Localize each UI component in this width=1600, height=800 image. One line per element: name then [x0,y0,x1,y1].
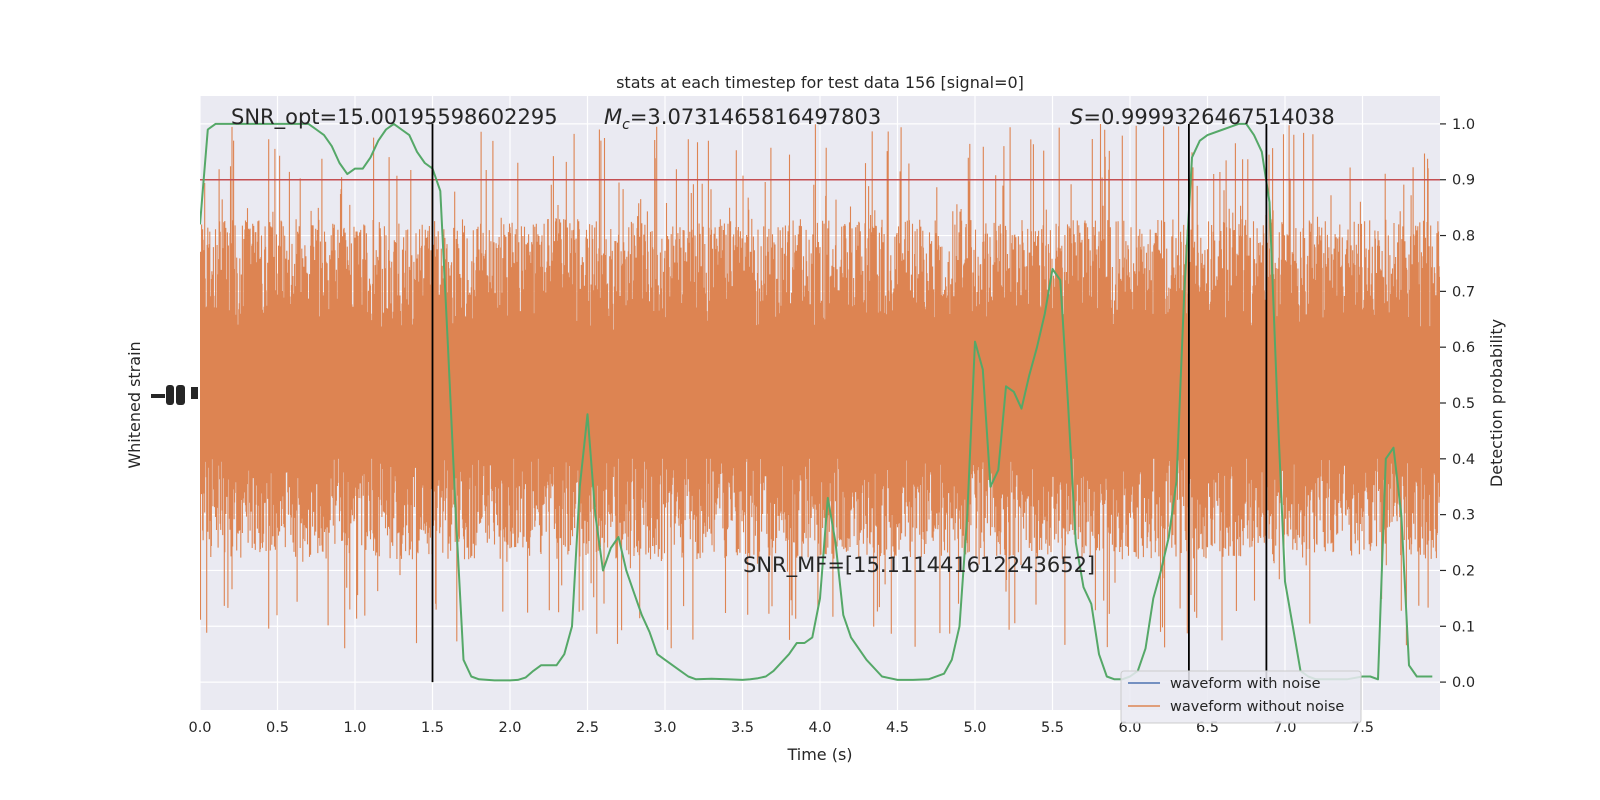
y-tick-label-0: 0.0 [1452,675,1475,691]
legend-label-without-noise: waveform without noise [1170,699,1344,715]
y-tick-label-8: 0.8 [1452,229,1475,245]
snr-mf-annotation: SNR_MF=[15.111441612243652] [743,553,1095,578]
y-axis-left-label: Whitened strain [125,341,144,468]
x-axis-ticks: 0.0 0.5 1.0 1.5 2.0 2.5 3.0 3.5 4.0 4.5 5.0 5.5 6.0 6… [188,720,1374,736]
probability-series [200,122,1433,682]
y-tick-label-10: 1.0 [1452,117,1475,133]
x-tick-label-5: 2.5 [576,720,599,736]
x-tick-label-0: 0.0 [188,720,211,736]
x-axis-label: Time (s) [786,745,852,764]
strain-trace [200,124,1440,649]
x-tick-label-13: 6.5 [1196,720,1219,736]
vertical-markers [431,123,1268,683]
x-tick-label-14: 7.0 [1273,720,1296,736]
chirp-mass-subscript: c [622,117,630,133]
y-axis-right-ticks: 0.0 0.1 0.2 0.3 0.4 0.5 0.6 0.7 0.8 0.9 1.0 [1440,117,1475,691]
chirp-mass-value: =3.0731465816497803 [630,105,881,129]
y-tick-label-4: 0.4 [1452,452,1475,468]
x-tick-label-3: 1.5 [421,720,444,736]
legend-label-with-noise: waveform with noise [1170,676,1321,692]
y-tick-label-9: 0.9 [1452,173,1475,189]
x-tick-label-10: 5.0 [963,720,986,736]
x-tick-label-2: 1.0 [343,720,366,736]
left-axis-overlapped-ticks [151,385,198,405]
y-axis-right-label: Detection probability [1487,319,1506,487]
probability-line [200,122,1433,682]
x-tick-label-4: 2.0 [498,720,521,736]
x-tick-label-9: 4.5 [886,720,909,736]
y-tick-label-5: 0.5 [1452,396,1475,412]
x-tick-label-12: 6.0 [1118,720,1141,736]
x-tick-label-8: 4.0 [808,720,831,736]
s-annotation: S=0.9999326467514038 [1070,105,1335,129]
x-tick-label-11: 5.5 [1041,720,1064,736]
x-tick-label-7: 3.5 [731,720,754,736]
y-tick-label-2: 0.2 [1452,563,1475,579]
strain-series [200,124,1440,649]
chirp-mass-annotation: Mc=3.0731465816497803 [604,105,881,133]
s-symbol: S [1070,105,1083,129]
x-tick-label-15: 7.5 [1351,720,1374,736]
y-tick-label-3: 0.3 [1452,508,1475,524]
snr-opt-annotation: SNR_opt=15.00195598602295 [231,105,558,130]
legend: waveform with noise waveform without noi… [1120,670,1362,724]
y-tick-label-6: 0.6 [1452,340,1475,356]
x-tick-label-1: 0.5 [266,720,289,736]
y-tick-label-7: 0.7 [1452,284,1475,300]
x-tick-label-6: 3.0 [653,720,676,736]
chart-title: stats at each timestep for test data 156… [616,73,1024,92]
y-tick-label-1: 0.1 [1452,619,1475,635]
s-value: =0.9999326467514038 [1083,105,1334,129]
chirp-mass-symbol: M [604,105,622,129]
